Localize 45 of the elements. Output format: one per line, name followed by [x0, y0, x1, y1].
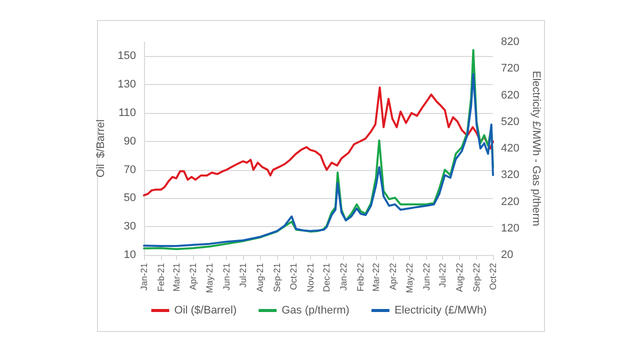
y-tick-label: 10 [124, 249, 136, 261]
x-tick-label: Mar-21 [171, 263, 182, 292]
y2-tick-label: 320 [501, 169, 520, 182]
y-tick-label: 110 [118, 107, 136, 119]
x-tick-label: Feb-21 [156, 263, 166, 292]
y2-tick-label: 420 [501, 142, 520, 154]
x-tick-label: Jan-22 [338, 263, 349, 291]
x-tick-label: May-21 [204, 263, 215, 294]
x-tick-label: Sep-22 [472, 263, 482, 292]
x-tick-label: Apr-22 [388, 263, 398, 290]
y-tick-label: 130 [118, 78, 136, 91]
x-tick-label: Aug-21 [254, 263, 265, 292]
line-series [143, 86, 494, 196]
x-tick-label: Nov-21 [305, 263, 316, 292]
x-tick-label: Dec-21 [322, 263, 332, 292]
legend-label: Oil ($/Barrel) [174, 304, 237, 316]
y2-tick-label: 220 [501, 196, 520, 208]
y-tick-label: 30 [124, 220, 136, 233]
y-tick-label: 70 [124, 164, 136, 176]
x-tick-label: Sep-21 [272, 263, 282, 292]
x-tick-label: Oct-22 [488, 263, 498, 290]
x-tick-label: Oct-21 [288, 263, 298, 290]
x-tick-label: Jul-21 [238, 263, 248, 288]
legend-label: Electricity (£/MWh) [394, 304, 487, 316]
y-tick-label: 50 [124, 192, 136, 204]
x-tick-label: Mar-22 [370, 263, 381, 292]
x-tick-label: Apr-21 [188, 263, 198, 290]
x-tick-label: Jan-21 [139, 263, 149, 291]
x-tick-label: Jun-21 [222, 263, 232, 291]
y2-tick-label: 720 [501, 62, 520, 75]
y2-tick-label: 520 [501, 116, 520, 128]
y-axis-title: Oil $/Barrel [95, 119, 108, 178]
x-tick-label: May-22 [404, 263, 414, 294]
legend-label: Gas (p/therm) [282, 304, 350, 316]
y2-tick-label: 620 [501, 89, 520, 102]
y2-axis-title: Electricity £/MWh - Gas p/therm [530, 70, 542, 226]
y-tick-label: 90 [124, 135, 136, 148]
x-tick-label: Feb-22 [356, 263, 366, 292]
y2-tick-label: 20 [501, 249, 514, 261]
y2-tick-label: 120 [501, 222, 520, 234]
x-tick-label: Jun-22 [421, 263, 432, 291]
x-tick-label: Aug-22 [454, 263, 465, 292]
x-tick-label: Jul-22 [438, 263, 448, 288]
y2-tick-label: 820 [501, 36, 520, 48]
y-tick-label: 150 [118, 50, 136, 62]
